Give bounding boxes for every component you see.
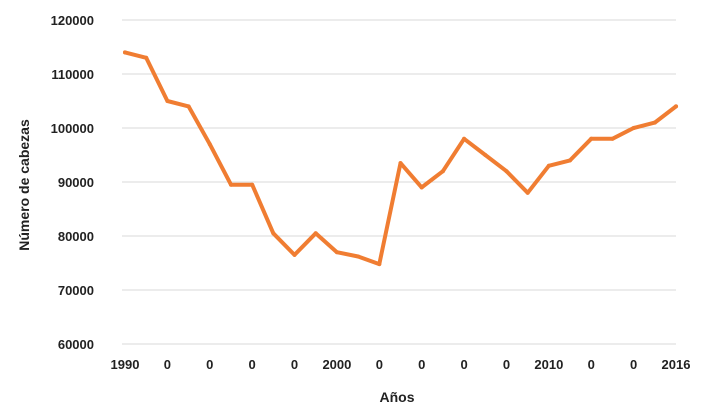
y-tick-label: 120000 <box>51 13 94 28</box>
data-point <box>144 55 149 60</box>
x-tick-label: 2010 <box>534 357 563 372</box>
data-point <box>165 99 170 103</box>
data-point <box>568 158 573 163</box>
data-point <box>207 142 212 147</box>
data-point <box>419 185 424 190</box>
data-point <box>546 163 551 168</box>
y-tick-label: 60000 <box>58 337 94 352</box>
y-tick-label: 80000 <box>58 229 94 244</box>
data-point <box>356 254 361 259</box>
y-tick-label: 70000 <box>58 283 94 298</box>
data-point <box>271 231 276 236</box>
y-tick-label: 90000 <box>58 175 94 190</box>
data-point <box>440 169 445 174</box>
gridlines <box>122 19 676 345</box>
x-tick-label: 0 <box>588 357 595 372</box>
data-point <box>610 136 615 141</box>
data-point <box>631 126 636 130</box>
data-point <box>483 153 488 157</box>
data-point <box>228 182 233 187</box>
data-point <box>589 136 594 141</box>
x-tick-label: 0 <box>249 357 256 372</box>
y-axis-title: Número de cabezas <box>16 119 32 251</box>
x-tick-label: 0 <box>164 357 171 372</box>
data-point <box>377 262 382 267</box>
x-tick-label: 1990 <box>111 357 140 372</box>
y-tick-label: 100000 <box>51 121 94 136</box>
y-tick-label: 110000 <box>51 67 94 82</box>
x-tick-label: 0 <box>291 357 298 372</box>
data-point <box>123 50 127 55</box>
data-point <box>674 104 678 109</box>
series-line <box>123 50 678 267</box>
data-point <box>462 136 467 141</box>
x-axis-title: Años <box>380 389 415 405</box>
data-point <box>652 120 657 125</box>
data-point <box>525 190 530 195</box>
data-points <box>123 50 678 267</box>
data-point <box>313 231 318 236</box>
x-tick-label: 0 <box>206 357 213 372</box>
x-tick-label: 0 <box>376 357 383 372</box>
y-axis-tick-labels: 60000 70000 80000 90000 100000 110000 120000 <box>51 13 94 352</box>
x-tick-label: 0 <box>503 357 510 372</box>
x-tick-label: 2016 <box>662 357 691 372</box>
x-tick-label: 0 <box>460 357 467 372</box>
data-point <box>250 182 255 187</box>
data-point <box>334 250 339 255</box>
x-tick-label: 2000 <box>322 357 351 372</box>
x-tick-label: 0 <box>630 357 637 372</box>
data-point <box>504 169 509 174</box>
data-point <box>398 161 403 166</box>
x-axis-tick-labels: 1990 0 0 0 0 2000 0 0 0 0 2010 0 0 2016 <box>111 357 691 372</box>
x-tick-label: 0 <box>418 357 425 372</box>
data-point <box>292 252 297 257</box>
data-point <box>186 104 191 109</box>
